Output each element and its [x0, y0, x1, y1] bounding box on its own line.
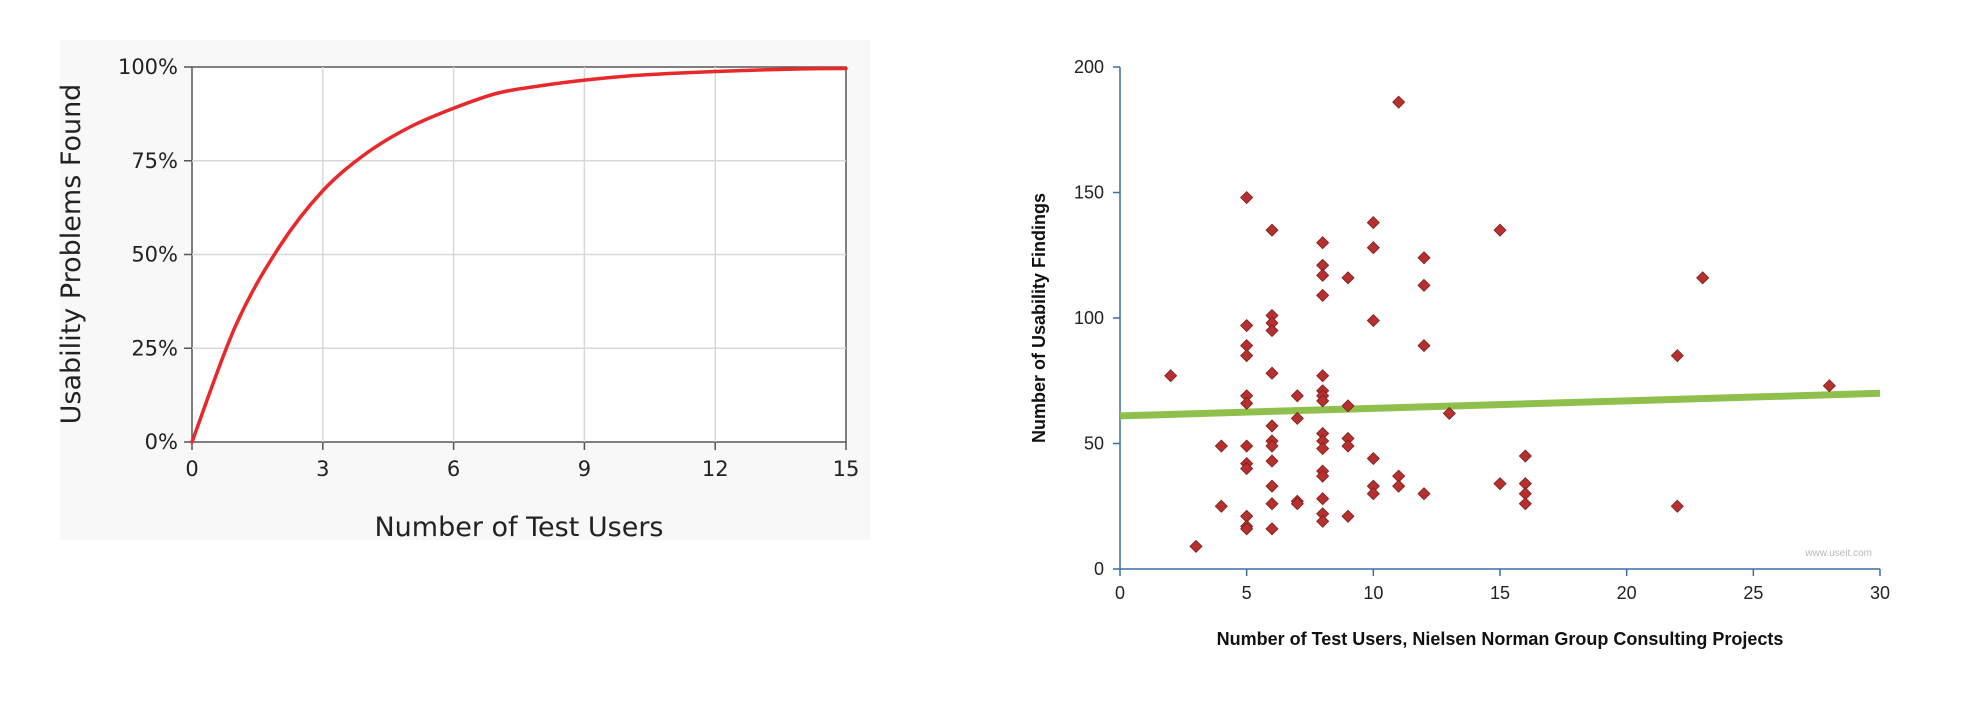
- trendline: [1119, 389, 1881, 420]
- scatter-point: [1366, 241, 1380, 255]
- right-x-tick-label: 25: [1743, 583, 1763, 603]
- right-y-tick-label: 200: [1074, 57, 1104, 77]
- scatter-point: [1240, 396, 1254, 410]
- scatter-point: [1341, 439, 1355, 453]
- left-y-tick-label: 50%: [131, 243, 178, 267]
- scatter-point: [1696, 271, 1710, 285]
- scatter-point: [1822, 379, 1836, 393]
- left-y-tick-label: 25%: [131, 336, 178, 360]
- scatter-point: [1316, 369, 1330, 383]
- scatter-point: [1265, 454, 1279, 468]
- left-x-tick-label: 9: [578, 457, 591, 481]
- scatter-point: [1265, 479, 1279, 493]
- right-y-axis-label: Number of Usability Findings: [1029, 193, 1049, 443]
- scatter-point: [1366, 216, 1380, 230]
- scatter-point: [1493, 223, 1507, 237]
- scatter-point: [1392, 95, 1406, 109]
- left-series: [190, 66, 848, 444]
- left-x-axis-ticks: 0 3 6 9 12 15: [185, 442, 859, 481]
- left-y-axis-ticks: 0% 25% 50% 75% 100%: [118, 55, 192, 454]
- scatter-point: [1265, 223, 1279, 237]
- scatter-point: [1518, 497, 1532, 511]
- right-y-tick-label: 50: [1084, 434, 1104, 454]
- scatter-point: [1240, 439, 1254, 453]
- scatter-point: [1189, 539, 1203, 553]
- scatter-point: [1265, 419, 1279, 433]
- scatter-point: [1316, 288, 1330, 302]
- scatter-point: [1265, 497, 1279, 511]
- right-x-tick-label: 5: [1242, 583, 1252, 603]
- scatter-point: [1366, 451, 1380, 466]
- scatter-point: [1341, 399, 1355, 413]
- left-y-tick-label: 0%: [145, 430, 178, 454]
- scatter-point: [1316, 268, 1330, 282]
- scatter-point: [1240, 462, 1254, 476]
- scatter-point: [1316, 236, 1330, 250]
- left-x-tick-label: 6: [447, 457, 460, 481]
- scatter-point: [1240, 349, 1254, 363]
- left-x-tick-label: 12: [702, 457, 729, 481]
- left-x-tick-label: 15: [833, 457, 860, 481]
- scatter-point: [1240, 318, 1254, 333]
- scatter-point: [1290, 411, 1304, 425]
- right-x-axis-ticks: 0 5 10 15 20 25 30: [1115, 569, 1890, 603]
- scatter-point: [1316, 469, 1330, 483]
- scatter-point: [1214, 499, 1228, 513]
- scatter-point: [1265, 522, 1279, 536]
- right-x-tick-label: 10: [1363, 583, 1383, 603]
- series-line-problems-found: [190, 66, 848, 444]
- right-x-tick-label: 0: [1115, 583, 1125, 603]
- right-x-axis-label: Number of Test Users, Nielsen Norman Gro…: [1217, 629, 1784, 649]
- scatter-point: [1442, 406, 1456, 420]
- problems-found-chart: 0 3 6 9 12 15 0% 25% 50% 75% 100% Number of Test …: [56, 40, 870, 543]
- scatter-point: [1290, 497, 1304, 511]
- scatter-point: [1341, 509, 1355, 523]
- scatter-point: [1316, 514, 1330, 528]
- right-y-tick-label: 100: [1074, 308, 1104, 328]
- scatter-point: [1366, 313, 1380, 328]
- scatter-point: [1316, 441, 1330, 456]
- left-x-tick-label: 3: [316, 457, 329, 481]
- scatter-point: [1316, 492, 1330, 506]
- scatter-point: [1265, 323, 1279, 338]
- left-x-axis-label: Number of Test Users: [374, 512, 663, 543]
- scatter-point: [1265, 439, 1279, 453]
- scatter-point: [1417, 487, 1431, 501]
- left-y-tick-label: 75%: [131, 149, 178, 173]
- right-x-tick-label: 20: [1617, 583, 1637, 603]
- scatter-point: [1366, 487, 1380, 501]
- scatter-point: [1417, 278, 1431, 292]
- right-y-axis-ticks: 0 50 100 150 200: [1074, 57, 1120, 579]
- scatter-point: [1670, 499, 1684, 513]
- right-x-tick-label: 15: [1490, 583, 1510, 603]
- right-y-tick-label: 0: [1094, 559, 1104, 579]
- scatter-point: [1417, 251, 1431, 265]
- scatter-point: [1214, 439, 1228, 453]
- watermark: www.useit.com: [1804, 548, 1872, 559]
- right-scatter-points: [1164, 95, 1836, 553]
- scatter-point: [1316, 394, 1330, 408]
- left-y-tick-label: 100%: [118, 55, 178, 79]
- scatter-point: [1240, 522, 1254, 536]
- scatter-point: [1164, 369, 1178, 383]
- scatter-point: [1290, 389, 1304, 403]
- scatter-point: [1493, 477, 1507, 491]
- scatter-point: [1670, 349, 1684, 363]
- scatter-point: [1240, 190, 1254, 205]
- left-gridlines: [192, 67, 846, 442]
- left-y-axis-label: Usability Problems Found: [56, 84, 87, 425]
- scatter-point: [1417, 339, 1431, 353]
- right-y-tick-label: 150: [1074, 183, 1104, 203]
- scatter-point: [1341, 271, 1355, 285]
- scatter-point: [1392, 479, 1406, 493]
- left-x-tick-label: 0: [185, 457, 198, 481]
- right-x-tick-label: 30: [1870, 583, 1890, 603]
- scatter-point: [1265, 366, 1279, 380]
- scatter-point: [1518, 449, 1532, 463]
